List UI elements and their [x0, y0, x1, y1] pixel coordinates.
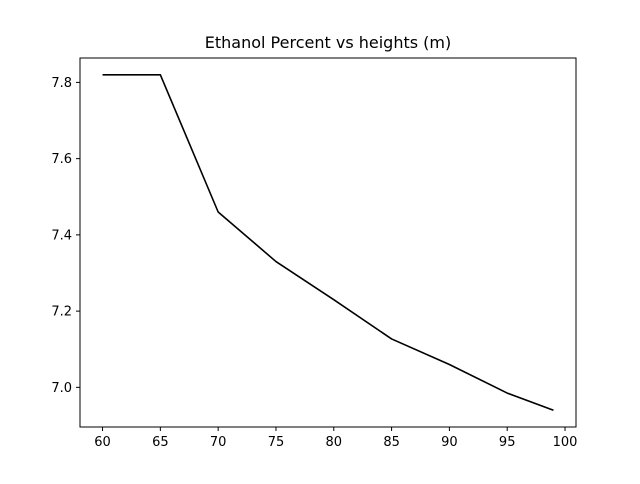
axes-frame [79, 57, 577, 428]
x-tick-label: 100 [553, 435, 578, 450]
y-tick-label: 7.4 [51, 228, 72, 243]
plot-area [79, 57, 577, 428]
x-tick-label: 85 [383, 435, 400, 450]
series-line [102, 73, 554, 411]
chart-title: Ethanol Percent vs heights (m) [205, 33, 451, 52]
x-tick-label: 60 [94, 435, 111, 450]
x-tick-label: 75 [268, 435, 285, 450]
x-tick-label: 70 [210, 435, 227, 450]
y-tick-label: 7.8 [51, 76, 72, 91]
y-tick-label: 7.0 [51, 381, 72, 396]
y-axis: 7.0 7.2 7.4 7.6 7.8 [51, 76, 80, 396]
x-tick-label: 95 [499, 435, 516, 450]
x-tick-label: 80 [326, 435, 343, 450]
x-tick-label: 65 [152, 435, 169, 450]
x-tick-label: 90 [441, 435, 458, 450]
y-tick-label: 7.6 [51, 152, 72, 167]
series-layer [102, 73, 554, 411]
x-axis: 60 65 70 75 80 85 90 95 100 [94, 427, 577, 450]
y-tick-label: 7.2 [51, 305, 72, 320]
